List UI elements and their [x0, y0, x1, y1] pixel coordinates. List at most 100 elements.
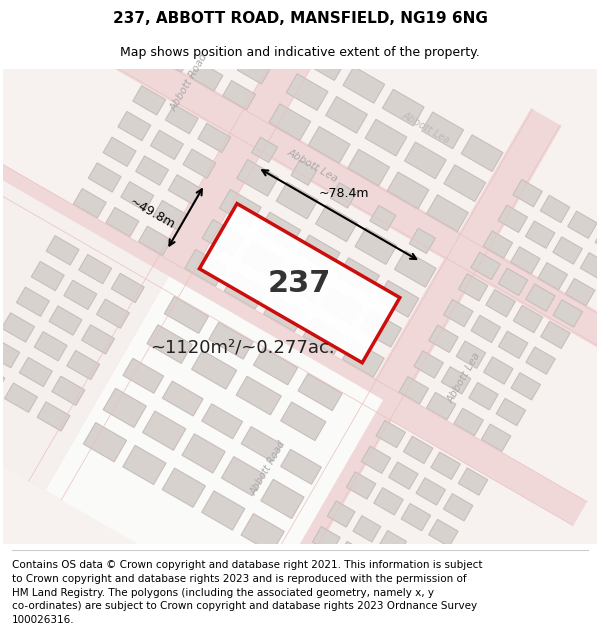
- Polygon shape: [496, 398, 526, 426]
- Polygon shape: [269, 104, 311, 141]
- Polygon shape: [553, 300, 583, 327]
- Polygon shape: [236, 376, 281, 415]
- Polygon shape: [16, 287, 49, 316]
- Polygon shape: [303, 318, 345, 354]
- Polygon shape: [486, 289, 515, 317]
- Polygon shape: [320, 288, 362, 324]
- Polygon shape: [526, 221, 555, 248]
- Polygon shape: [157, 43, 190, 72]
- Polygon shape: [263, 295, 305, 332]
- Polygon shape: [498, 205, 527, 232]
- Polygon shape: [513, 179, 542, 207]
- Polygon shape: [353, 516, 381, 542]
- Polygon shape: [0, 339, 20, 367]
- Polygon shape: [291, 160, 317, 185]
- Polygon shape: [73, 189, 106, 218]
- Polygon shape: [143, 411, 186, 450]
- Polygon shape: [276, 182, 318, 219]
- Polygon shape: [427, 195, 469, 231]
- Polygon shape: [166, 104, 198, 134]
- Polygon shape: [316, 205, 358, 242]
- Polygon shape: [403, 436, 433, 464]
- Polygon shape: [202, 219, 244, 256]
- Polygon shape: [400, 612, 428, 625]
- Polygon shape: [31, 261, 64, 291]
- Polygon shape: [365, 119, 407, 156]
- Polygon shape: [106, 208, 139, 237]
- Polygon shape: [313, 526, 340, 553]
- Text: 100026316.: 100026316.: [12, 615, 74, 625]
- Polygon shape: [481, 424, 511, 451]
- Polygon shape: [364, 556, 392, 582]
- Polygon shape: [111, 273, 144, 302]
- Polygon shape: [443, 494, 473, 521]
- Polygon shape: [360, 311, 401, 347]
- Polygon shape: [469, 382, 498, 410]
- Text: to Crown copyright and database rights 2023 and is reproduced with the permissio: to Crown copyright and database rights 2…: [12, 574, 467, 584]
- Polygon shape: [456, 341, 485, 368]
- Polygon shape: [580, 253, 600, 280]
- Polygon shape: [323, 567, 351, 593]
- Polygon shape: [162, 468, 205, 508]
- Polygon shape: [0, 156, 587, 526]
- Polygon shape: [338, 541, 366, 568]
- Text: Map shows position and indicative extent of the property.: Map shows position and indicative extent…: [120, 46, 480, 59]
- Polygon shape: [64, 280, 97, 309]
- Polygon shape: [182, 434, 225, 473]
- Polygon shape: [220, 10, 253, 39]
- Polygon shape: [286, 74, 328, 111]
- Polygon shape: [238, 55, 271, 84]
- Polygon shape: [595, 227, 600, 254]
- Polygon shape: [154, 201, 186, 230]
- Polygon shape: [251, 137, 278, 162]
- Text: co-ordinates) are subject to Crown copyright and database rights 2023 Ordnance S: co-ordinates) are subject to Crown copyr…: [12, 601, 477, 611]
- Polygon shape: [121, 182, 154, 211]
- Text: Abbott Lea: Abbott Lea: [400, 110, 452, 145]
- Polygon shape: [172, 17, 205, 46]
- Polygon shape: [123, 446, 166, 484]
- Polygon shape: [427, 392, 456, 420]
- Polygon shape: [261, 479, 304, 519]
- Polygon shape: [133, 86, 166, 115]
- Text: Abbott Lea: Abbott Lea: [286, 147, 340, 184]
- Polygon shape: [198, 123, 231, 152]
- Polygon shape: [443, 299, 473, 327]
- Polygon shape: [389, 571, 418, 598]
- Polygon shape: [382, 89, 424, 126]
- Polygon shape: [118, 111, 151, 141]
- Polygon shape: [244, 108, 562, 623]
- Polygon shape: [202, 404, 242, 439]
- Polygon shape: [259, 213, 301, 249]
- Polygon shape: [151, 130, 184, 159]
- Polygon shape: [29, 0, 349, 500]
- Polygon shape: [343, 66, 385, 103]
- Polygon shape: [484, 357, 513, 384]
- Polygon shape: [428, 519, 458, 547]
- Polygon shape: [241, 427, 282, 461]
- Polygon shape: [224, 272, 266, 309]
- Polygon shape: [242, 242, 283, 279]
- Polygon shape: [401, 504, 431, 531]
- Polygon shape: [404, 546, 432, 572]
- Polygon shape: [0, 364, 5, 394]
- Polygon shape: [164, 296, 209, 333]
- Polygon shape: [370, 206, 396, 231]
- Polygon shape: [191, 351, 237, 389]
- Polygon shape: [394, 251, 436, 287]
- Polygon shape: [56, 8, 600, 382]
- Polygon shape: [483, 231, 512, 258]
- Polygon shape: [281, 265, 323, 302]
- Polygon shape: [326, 96, 367, 133]
- Polygon shape: [139, 226, 172, 256]
- Polygon shape: [221, 456, 265, 496]
- Polygon shape: [97, 299, 130, 328]
- Polygon shape: [444, 165, 485, 201]
- Text: Contains OS data © Crown copyright and database right 2021. This information is : Contains OS data © Crown copyright and d…: [12, 560, 482, 570]
- Polygon shape: [511, 247, 540, 274]
- Polygon shape: [379, 531, 406, 557]
- Polygon shape: [253, 348, 298, 385]
- Polygon shape: [416, 478, 445, 505]
- Polygon shape: [83, 422, 127, 462]
- Polygon shape: [399, 377, 428, 404]
- Polygon shape: [348, 149, 389, 186]
